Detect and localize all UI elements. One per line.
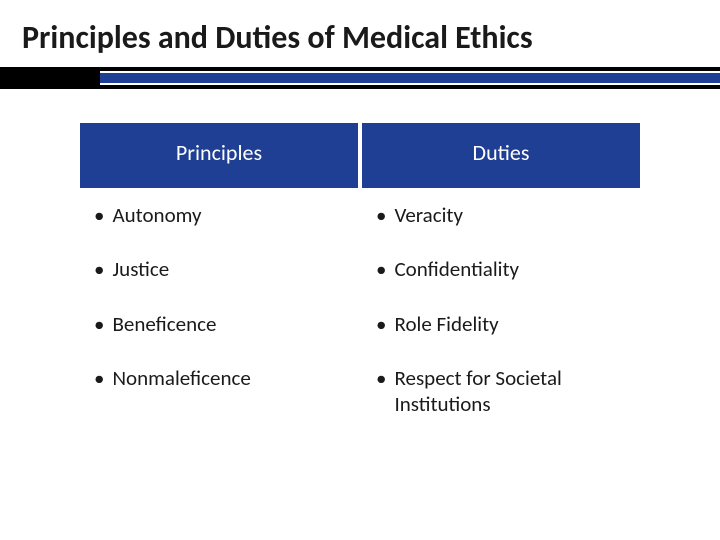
bullet-icon: •: [376, 365, 386, 391]
bullet-icon: •: [376, 256, 386, 282]
table-row: • Respect for Societal Institutions: [362, 351, 640, 432]
divider-black-block: [0, 71, 100, 85]
cell-text: Respect for Societal Institutions: [394, 365, 630, 418]
cell-text: Beneficence: [112, 311, 216, 337]
divider-blue-bar: [100, 73, 720, 83]
table-row: • Autonomy: [80, 188, 358, 242]
bullet-icon: •: [94, 202, 104, 228]
column-header-duties: Duties: [362, 123, 640, 188]
bullet-icon: •: [376, 202, 386, 228]
table-row: • Beneficence: [80, 297, 358, 351]
cell-text: Autonomy: [112, 202, 201, 228]
table-row: • Confidentiality: [362, 242, 640, 296]
table-row: • Justice: [80, 242, 358, 296]
page-title: Principles and Duties of Medical Ethics: [0, 0, 720, 67]
title-divider: [0, 67, 720, 87]
divider-bottom-line: [0, 85, 720, 89]
column-header-principles: Principles: [80, 123, 358, 188]
cell-text: Justice: [112, 256, 169, 282]
table-row: • Veracity: [362, 188, 640, 242]
slide: Principles and Duties of Medical Ethics …: [0, 0, 720, 540]
cell-text: Role Fidelity: [394, 311, 498, 337]
divider-top-line: [0, 67, 720, 71]
ethics-table: Principles Duties • Autonomy • Veracity …: [80, 123, 640, 431]
bullet-icon: •: [94, 256, 104, 282]
bullet-icon: •: [94, 311, 104, 337]
cell-text: Confidentiality: [394, 256, 519, 282]
bullet-icon: •: [376, 311, 386, 337]
cell-text: Nonmaleficence: [112, 365, 250, 391]
table-row: • Role Fidelity: [362, 297, 640, 351]
bullet-icon: •: [94, 365, 104, 391]
cell-text: Veracity: [394, 202, 463, 228]
table-row: • Nonmaleficence: [80, 351, 358, 432]
